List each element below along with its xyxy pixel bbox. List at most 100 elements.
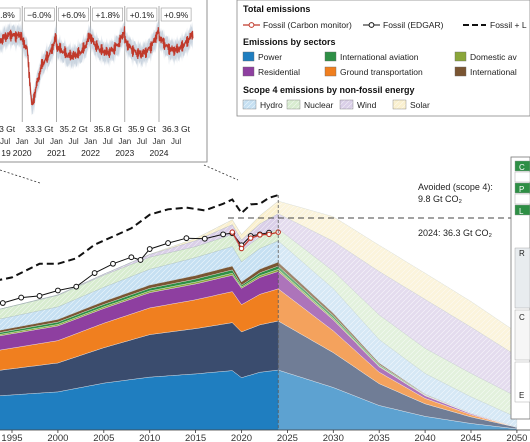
inset-change-label: +0.9% [164, 10, 189, 20]
x-tick-label: 2035 [369, 433, 390, 442]
legend-label: Wind [357, 100, 377, 110]
inset-change-label: −6.0% [27, 10, 52, 20]
edgar-point [201, 235, 208, 242]
legend-label: Fossil + L [490, 20, 527, 30]
right-panel-letter: R [519, 249, 525, 258]
inset-total-label: 3 Gt [0, 124, 16, 134]
legend-heading: Total emissions [243, 4, 310, 14]
right-panel-block [514, 193, 530, 205]
x-tick-label: 2040 [415, 433, 436, 442]
legend-label: Hydro [260, 100, 283, 110]
inset-frame [0, 0, 208, 163]
inset-year-label: 19 [1, 148, 11, 158]
legend-heading: Emissions by sectors [243, 37, 336, 47]
legend-label: International [470, 67, 517, 77]
x-tick-label: 1995 [1, 433, 22, 442]
inset-uncertainty-band [0, 17, 193, 116]
inset-year-label: 2021 [47, 148, 66, 158]
right-panel-letter: L [519, 207, 524, 216]
right-panel-block [514, 309, 530, 361]
right-panel-letter: P [519, 185, 524, 194]
inset-month-label: Jul [171, 137, 181, 146]
inset-month-label: Jan [118, 137, 131, 146]
carbon-monitor-point [257, 232, 263, 238]
legend-label: International aviation [340, 52, 419, 62]
stacked-areas [0, 200, 518, 430]
right-panel-letter: E [519, 391, 524, 400]
carbon-monitor-point [247, 235, 254, 241]
right-panel-block [514, 361, 530, 403]
inset-leader [0, 169, 41, 184]
legend-swatch [392, 99, 407, 110]
level-2024-label: 2024: 36.3 Gt CO₂ [418, 228, 493, 238]
inset-total-label: 35.8 Gt [94, 124, 123, 134]
carbon-monitor-point [266, 231, 272, 238]
inset-month-label: Jul [137, 137, 147, 146]
legend-swatch [242, 51, 255, 62]
inset-month-label: Jan [16, 137, 29, 146]
legend-key-marker [368, 22, 375, 28]
inset-total-label: 36.3 Gt [162, 124, 191, 134]
edgar-point [137, 257, 144, 263]
legend-label: Domestic av [470, 52, 518, 62]
x-tick-label: 2045 [460, 433, 481, 442]
legend-box [236, 0, 530, 117]
x-tick-label: 2015 [185, 433, 206, 442]
inset-change-box [58, 7, 89, 22]
legend-swatch [242, 99, 257, 110]
legend-swatch [286, 99, 301, 110]
legend-swatch [454, 51, 467, 62]
legend-key-marker [248, 22, 255, 28]
legend-swatch [324, 51, 337, 62]
right-panel-block [514, 182, 530, 194]
inset-change-box [160, 7, 192, 22]
inset-month-label: Jul [0, 137, 10, 146]
x-tick-label: 2020 [231, 433, 252, 442]
edgar-point [55, 287, 61, 294]
inset-change-box [23, 7, 55, 22]
legend-label: Ground transportation [340, 67, 423, 77]
legend-swatch [324, 66, 337, 77]
inset-plot [0, 6, 194, 122]
inset-year-label: 2020 [13, 148, 32, 158]
carbon-monitor-point [229, 229, 236, 235]
legend-swatch [454, 66, 467, 77]
x-axis: 1995 2000 2005 2010 2015 2020 2025 2030 2035 2040… [0, 429, 530, 442]
legend-label: Residential [258, 67, 300, 77]
projection-wash [278, 140, 530, 430]
x-tick-label: 2000 [47, 433, 68, 442]
edgar-point [18, 294, 25, 301]
legend-swatch [339, 99, 354, 110]
legend-label: Nuclear [304, 100, 333, 110]
edgar-point [220, 231, 227, 238]
avoided-label: Avoided (scope 4): [418, 182, 493, 192]
projection-shade [278, 140, 530, 430]
legend-label: Solar [410, 100, 430, 110]
x-tick-label: 2025 [277, 433, 298, 442]
inset-change-label: +1.8% [96, 10, 121, 20]
edgar-point [36, 293, 43, 299]
inset-change-label: +6.0% [61, 10, 86, 20]
edgar-point [128, 254, 135, 261]
right-panel-letter: C [519, 313, 525, 322]
inset-change-box [0, 7, 21, 22]
x-tick-label: 2030 [323, 433, 344, 442]
edgar-point [73, 283, 80, 290]
inset-total-label: 33.3 Gt [25, 124, 54, 134]
x-tick-label: 2010 [139, 433, 160, 442]
edgar-point [110, 260, 116, 267]
inset-total-label: 35.2 Gt [60, 124, 89, 134]
edgar-point [146, 246, 153, 252]
line-fossil-plus-lulucf [0, 194, 279, 281]
inset-month-label: Jul [34, 137, 44, 146]
inset-total-label: 35.9 Gt [128, 124, 157, 134]
right-panel-block [514, 247, 530, 309]
edgar-point [165, 240, 171, 246]
inset-change-label: +0.1% [130, 10, 155, 20]
right-panel: C P L R C E [510, 156, 530, 420]
inset-change-box [92, 7, 123, 22]
edgar-point [91, 270, 98, 276]
right-panel-block [514, 171, 530, 183]
right-panel-block [514, 204, 530, 216]
